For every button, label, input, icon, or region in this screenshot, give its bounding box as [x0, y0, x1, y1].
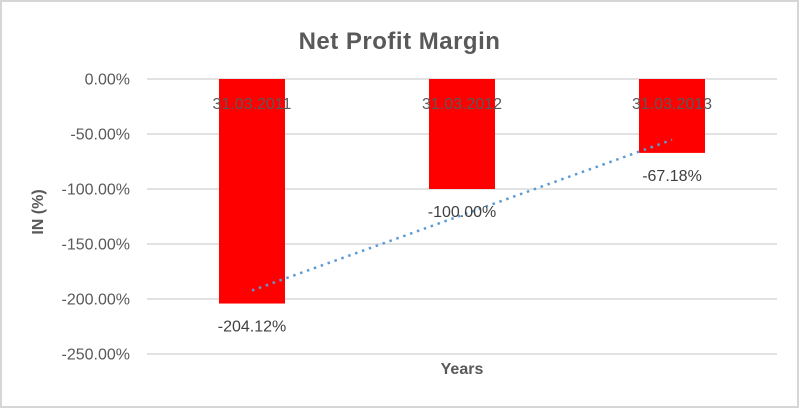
- bar: [219, 79, 285, 304]
- category-label: 31.03.2013: [632, 96, 712, 113]
- y-tick-label: -150.00%: [62, 237, 131, 254]
- value-label: -204.12%: [218, 319, 287, 336]
- y-tick-label: -200.00%: [62, 292, 131, 309]
- chart-title: Net Profit Margin: [298, 28, 501, 55]
- bar: [639, 79, 705, 153]
- y-tick-label: 0.00%: [85, 72, 130, 89]
- bar: [429, 79, 495, 189]
- x-axis-title: Years: [440, 361, 484, 378]
- y-tick-label: -100.00%: [62, 182, 131, 199]
- y-axis-title: IN (%): [30, 189, 47, 235]
- trendline: [251, 138, 673, 292]
- category-label: 31.03.2011: [213, 96, 292, 113]
- category-label: 31.03.2012: [422, 96, 502, 113]
- value-label: -67.18%: [642, 168, 702, 185]
- y-tick-label: -50.00%: [70, 127, 130, 144]
- value-label: -100.00%: [428, 204, 497, 221]
- y-tick-label: -250.00%: [62, 347, 131, 364]
